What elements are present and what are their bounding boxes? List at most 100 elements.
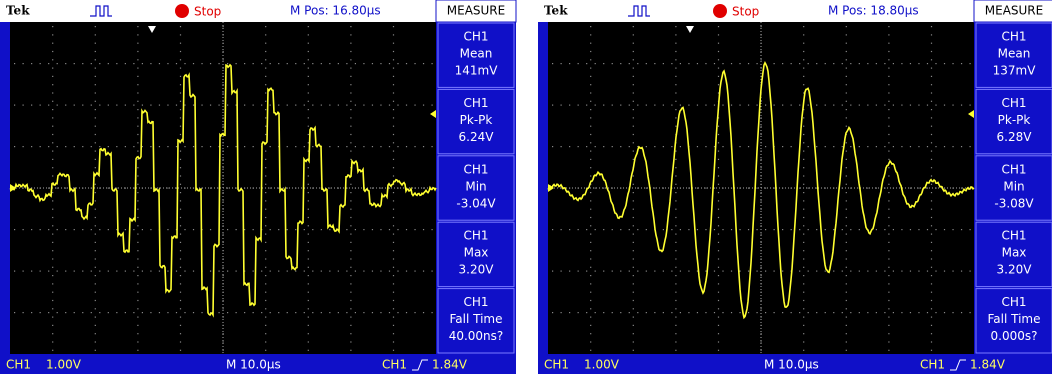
- grid-dot: [40, 229, 41, 230]
- grid-dot: [888, 242, 889, 243]
- grid-dot: [850, 271, 851, 272]
- grid-dot: [791, 105, 792, 106]
- grid-dot: [748, 188, 749, 189]
- grid-dot: [180, 26, 181, 27]
- grid-dot: [380, 229, 381, 230]
- grid-dot: [137, 159, 138, 160]
- grid-dot: [265, 292, 266, 293]
- grid-dot: [167, 229, 168, 230]
- footer-trigger-level: 1.84V: [970, 358, 1006, 372]
- grid-dot: [95, 341, 96, 342]
- grid-dot: [52, 292, 53, 293]
- grid-dot: [137, 225, 138, 226]
- grid-dot: [142, 271, 143, 272]
- grid-dot: [180, 300, 181, 301]
- menu-title: MEASURE: [985, 4, 1043, 18]
- grid-dot: [308, 292, 309, 293]
- grid-dot: [137, 258, 138, 259]
- grid-dot: [137, 283, 138, 284]
- grid-dot: [675, 275, 676, 276]
- grid-dot: [833, 146, 834, 147]
- grid-dot: [901, 63, 902, 64]
- grid-dot: [671, 229, 672, 230]
- grid-dot: [590, 167, 591, 168]
- grid-dot: [74, 63, 75, 64]
- grid-dot: [888, 109, 889, 110]
- grid-dot: [308, 109, 309, 110]
- scope-screen: TekStopM Pos: 16.80µsMEASURECH1Mean141mV…: [0, 0, 516, 374]
- grid-dot: [944, 146, 945, 147]
- grid-dot: [52, 51, 53, 52]
- grid-dot: [210, 188, 211, 189]
- grid-dot: [423, 146, 424, 147]
- grid-dot: [393, 142, 394, 143]
- grid-dot: [380, 312, 381, 313]
- grid-dot: [167, 63, 168, 64]
- grid-dot: [95, 308, 96, 309]
- grid-dot: [888, 126, 889, 127]
- grid-dot: [223, 26, 224, 27]
- grid-dot: [193, 146, 194, 147]
- grid-dot: [675, 51, 676, 52]
- grid-dot: [265, 26, 266, 27]
- grid-dot: [180, 225, 181, 226]
- measure-channel: CH1: [1001, 229, 1026, 243]
- grid-dot: [223, 126, 224, 127]
- grid-dot: [312, 63, 313, 64]
- grid-dot: [393, 76, 394, 77]
- grid-dot: [350, 151, 351, 152]
- grid-dot: [888, 43, 889, 44]
- grid-dot: [876, 63, 877, 64]
- grid-dot: [287, 271, 288, 272]
- grid-dot: [95, 51, 96, 52]
- grid-dot: [308, 192, 309, 193]
- grid-dot: [265, 184, 266, 185]
- grid-dot: [180, 175, 181, 176]
- grid-dot: [393, 225, 394, 226]
- grid-dot: [799, 229, 800, 230]
- grid-dot: [846, 250, 847, 251]
- grid-dot: [137, 275, 138, 276]
- grid-dot: [180, 34, 181, 35]
- grid-dot: [620, 312, 621, 313]
- grid-dot: [927, 105, 928, 106]
- grid-dot: [350, 200, 351, 201]
- grid-dot: [569, 229, 570, 230]
- grid-dot: [675, 350, 676, 351]
- grid-dot: [761, 200, 762, 201]
- grid-dot: [803, 209, 804, 210]
- grid-dot: [180, 242, 181, 243]
- footer-trigger-channel: CH1: [920, 358, 945, 372]
- grid-dot: [95, 117, 96, 118]
- grid-dot: [308, 325, 309, 326]
- grid-dot: [180, 101, 181, 102]
- grid-dot: [846, 325, 847, 326]
- grid-dot: [193, 312, 194, 313]
- grid-dot: [355, 229, 356, 230]
- grid-dot: [265, 43, 266, 44]
- scope-screen: TekStopM Pos: 18.80µsMEASURECH1Mean137mV…: [538, 0, 1052, 374]
- grid-dot: [675, 84, 676, 85]
- grid-dot: [23, 271, 24, 272]
- grid-dot: [308, 142, 309, 143]
- grid-dot: [329, 63, 330, 64]
- grid-dot: [756, 271, 757, 272]
- grid-dot: [846, 51, 847, 52]
- grid-dot: [180, 350, 181, 351]
- grid-dot: [180, 200, 181, 201]
- grid-dot: [329, 271, 330, 272]
- grid-dot: [846, 217, 847, 218]
- grid-dot: [675, 234, 676, 235]
- grid-dot: [95, 192, 96, 193]
- grid-dot: [888, 192, 889, 193]
- grid-dot: [265, 283, 266, 284]
- grid-dot: [52, 59, 53, 60]
- grid-dot: [680, 312, 681, 313]
- grid-dot: [718, 175, 719, 176]
- grid-dot: [236, 271, 237, 272]
- grid-dot: [688, 105, 689, 106]
- grid-dot: [180, 267, 181, 268]
- grid-dot: [825, 63, 826, 64]
- grid-dot: [803, 308, 804, 309]
- grid-dot: [901, 312, 902, 313]
